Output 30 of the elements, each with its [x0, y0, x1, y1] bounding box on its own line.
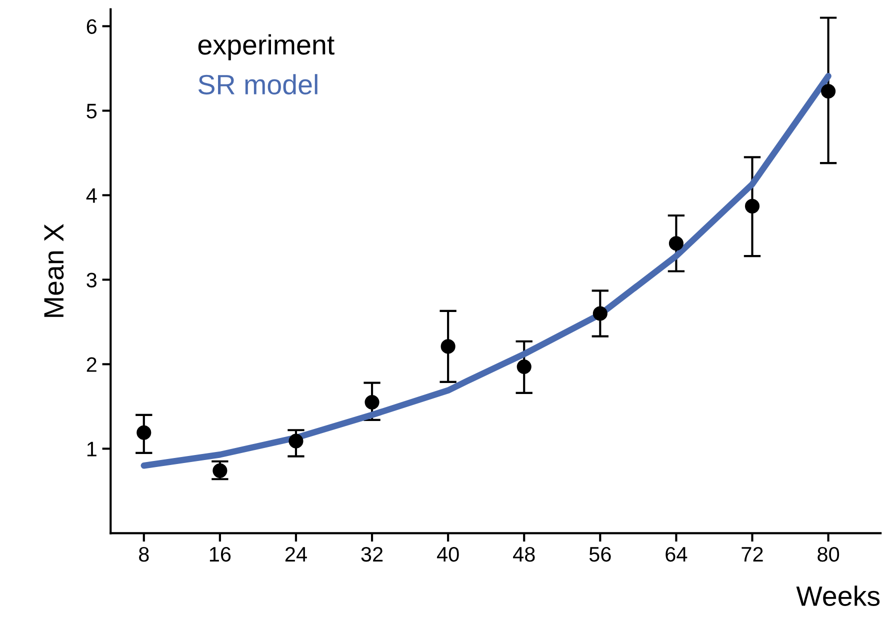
x-tick-label: 40: [436, 546, 459, 562]
x-axis-title: Weeks: [796, 586, 880, 606]
text: SR model: [198, 74, 318, 94]
point: [364, 394, 380, 410]
x-tick-label: 24: [285, 546, 307, 562]
y-tick-label: 2: [86, 357, 96, 372]
x-tick-label: 64: [666, 546, 688, 562]
x-tick-label: 56: [589, 546, 611, 562]
point: [212, 463, 228, 478]
y-tick-label: 4: [86, 188, 97, 203]
y-axis-title: Mean X: [44, 224, 64, 317]
y-tick-label: 6: [86, 19, 97, 34]
x-tick-label: 80: [818, 546, 840, 562]
point: [592, 306, 608, 321]
point: [288, 434, 304, 448]
point: [440, 339, 456, 354]
y-tick-label: 5: [86, 104, 97, 118]
point: [821, 84, 836, 99]
point: [668, 236, 684, 251]
text: experiment: [198, 34, 334, 60]
y-tick-label: 3: [86, 272, 97, 288]
point: [136, 425, 152, 440]
x-tick-label: 48: [513, 546, 535, 562]
x-tick-label: 32: [361, 546, 383, 562]
x-tick-label: 16: [210, 546, 231, 562]
point: [744, 198, 760, 214]
point: [516, 359, 532, 374]
x-tick-label: 8: [139, 546, 149, 562]
x-tick-label: 72: [742, 546, 763, 562]
y-tick-label: 1: [87, 442, 96, 456]
